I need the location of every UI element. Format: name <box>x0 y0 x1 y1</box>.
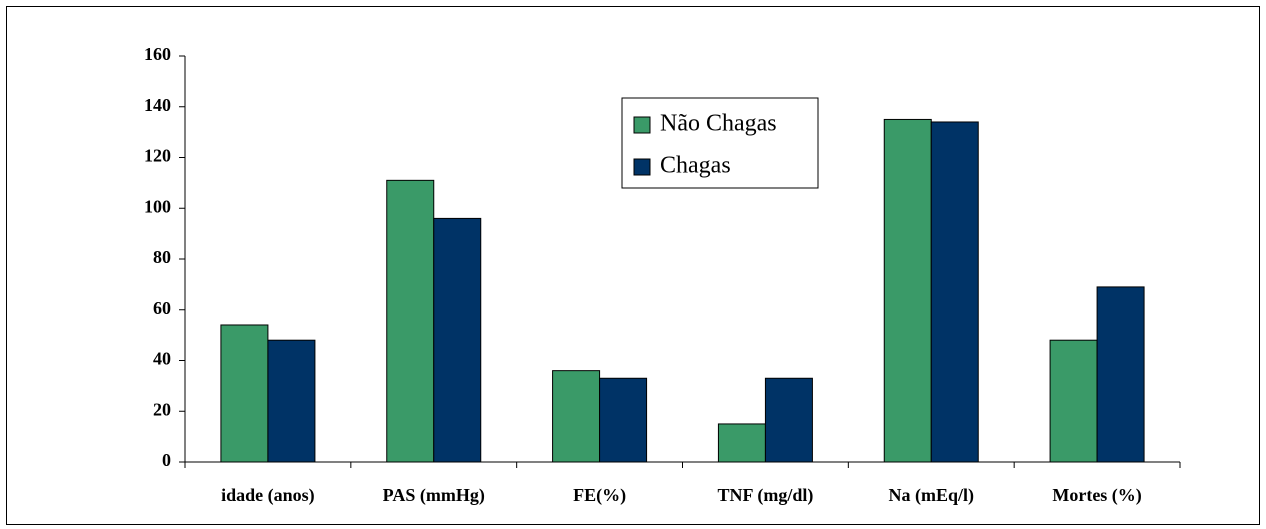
legend-swatch <box>633 158 651 176</box>
bar <box>552 370 601 463</box>
bar <box>386 179 435 463</box>
bar <box>433 217 482 463</box>
x-tick-label: PAS (mmHg) <box>383 485 485 506</box>
y-tick-label: 0 <box>162 450 171 470</box>
y-tick-label: 20 <box>153 399 171 419</box>
x-tick-label: idade (anos) <box>221 485 315 506</box>
y-tick-label: 80 <box>153 247 171 267</box>
bar <box>1096 286 1145 463</box>
x-tick-label: Mortes (%) <box>1052 485 1141 506</box>
bar <box>717 423 766 463</box>
bar <box>599 377 648 463</box>
legend-box <box>621 97 819 189</box>
y-tick-label: 60 <box>153 298 171 318</box>
y-tick-label: 40 <box>153 349 171 369</box>
legend-swatch <box>633 116 651 134</box>
bar <box>930 121 979 463</box>
y-tick-label: 140 <box>144 95 171 115</box>
bar <box>883 118 932 463</box>
x-tick-label: TNF (mg/dl) <box>718 485 814 506</box>
bar <box>267 339 316 463</box>
x-tick-label: Na (mEq/l) <box>889 485 975 506</box>
y-tick-label: 160 <box>144 44 171 64</box>
legend-label: Chagas <box>660 153 731 179</box>
bar <box>1049 339 1098 463</box>
y-tick-label: 100 <box>144 196 171 216</box>
y-tick-label: 120 <box>144 146 171 166</box>
legend-label: Não Chagas <box>660 111 777 137</box>
bar <box>220 324 269 463</box>
bar <box>764 377 813 463</box>
x-tick-label: FE(%) <box>573 485 626 506</box>
